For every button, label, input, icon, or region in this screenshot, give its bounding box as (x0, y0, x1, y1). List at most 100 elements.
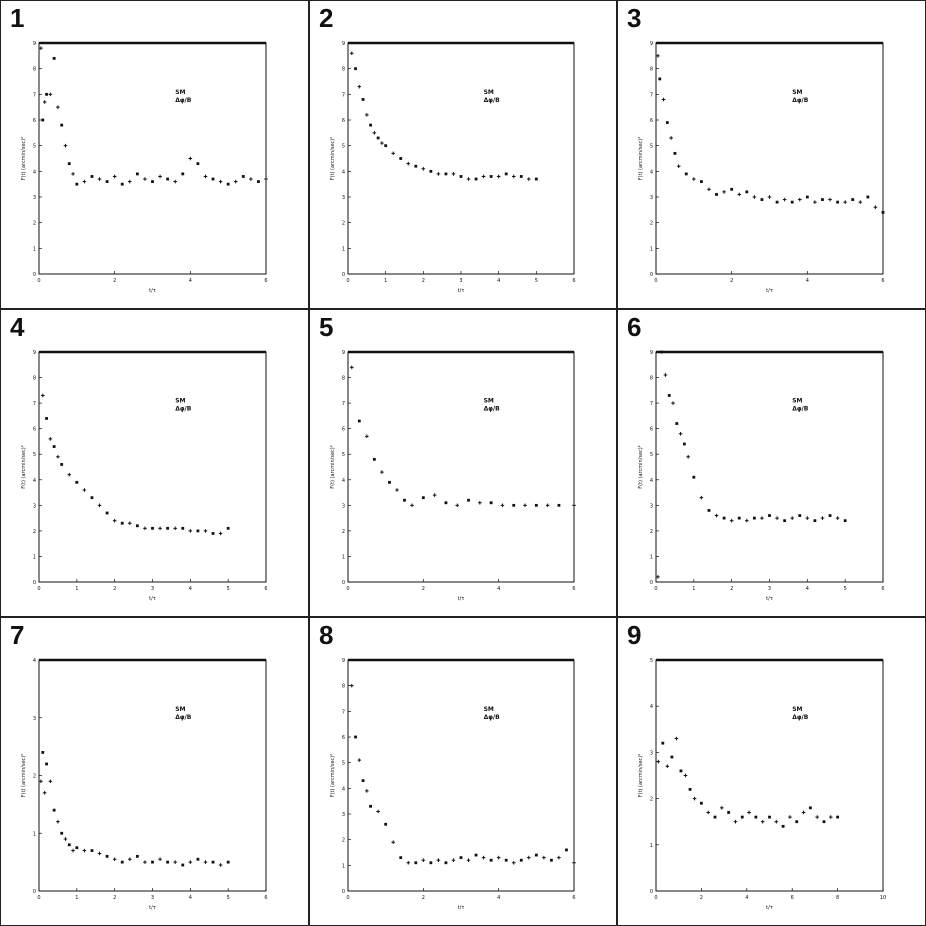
x-tick-label: 0 (346, 895, 349, 901)
data-point (158, 174, 162, 179)
data-point (143, 860, 147, 864)
data-point (527, 177, 531, 181)
x-tick-label: 3 (151, 586, 154, 592)
data-point (534, 177, 538, 181)
y-tick-label: 0 (342, 272, 345, 278)
data-point (105, 511, 109, 515)
data-point (752, 516, 756, 520)
y-tick-label: 6 (342, 735, 345, 741)
x-tick-label: 1 (75, 895, 78, 901)
x-tick-label: 0 (654, 586, 657, 592)
chart-panel-3: 3 0 1 2 3 4 5 6 7 8 9 0 2 4 6 t/τ F(t) (arcmin/sec)² SM Δφ… (617, 0, 926, 309)
x-tick-label: 4 (497, 586, 500, 592)
data-point (542, 855, 546, 860)
data-point (474, 177, 478, 181)
plot-frame (655, 42, 884, 275)
data-point (656, 575, 660, 579)
data-point (75, 480, 79, 484)
legend-entry: Δφ/B (792, 714, 809, 721)
x-tick-label: 6 (572, 278, 575, 284)
chart-svg: 0 1 2 3 4 5 6 7 8 9 0 1 2 3 4 5 6 t/τ F(t) (arcmin/sec)² SM… (638, 350, 885, 602)
data-point (158, 857, 162, 862)
y-axis-label: F(t) (arcmin/sec)² (21, 445, 27, 489)
data-point (211, 177, 215, 181)
data-point (858, 200, 863, 204)
y-tick-label: 6 (33, 118, 36, 124)
data-point (60, 831, 64, 835)
data-point (684, 172, 688, 176)
y-tick-label: 5 (650, 452, 653, 458)
y-tick-label: 0 (33, 889, 36, 895)
data-point (388, 480, 391, 484)
chart-svg: 0 1 2 3 4 5 6 7 8 9 0 2 4 6 t/τ F(t) (arcmin/sec)² SMΔφ/… (638, 41, 885, 294)
data-point (365, 434, 369, 439)
data-point (52, 57, 56, 60)
chart-panel-7: 7 0 1 2 3 4 0 1 2 3 4 5 6 t/τ F(t) (arcmin/sec)² SM Δφ/B (0, 617, 309, 926)
data-point (700, 180, 703, 183)
data-point (249, 177, 253, 181)
x-axis-label: t/τ (149, 905, 156, 911)
y-tick-label: 4 (650, 478, 653, 484)
legend-entry: SM (175, 398, 185, 405)
y-tick-label: 2 (33, 774, 36, 780)
data-point (808, 806, 812, 810)
y-tick-label: 5 (342, 452, 345, 458)
data-point (828, 815, 833, 819)
legend-entry: SM (792, 706, 802, 713)
x-axis-label: t/τ (766, 288, 773, 294)
data-point (67, 162, 71, 166)
data-point (675, 422, 679, 425)
data-point (369, 123, 372, 127)
data-point (357, 84, 362, 89)
data-point (226, 526, 230, 530)
x-tick-label: 6 (572, 586, 575, 592)
data-point (774, 819, 779, 824)
x-tick-label: 3 (151, 895, 154, 901)
data-point (444, 172, 448, 176)
legend-entry: SM (792, 89, 802, 96)
data-point (496, 855, 501, 860)
data-point (733, 819, 738, 824)
data-point (67, 472, 72, 477)
legend-entry: SM (175, 706, 185, 713)
y-axis-label: F(t) (arcmin/sec)² (638, 445, 644, 489)
plot-frame (347, 351, 575, 583)
x-tick-label: 4 (497, 278, 500, 284)
y-tick-label: 2 (650, 529, 653, 535)
data-point (380, 470, 384, 474)
chart-svg: 0 1 2 3 4 5 6 7 8 9 0 1 2 3 4 5 6 t/τ F(t) (arcmin/sec)² SM… (21, 350, 268, 602)
x-tick-label: 1 (75, 586, 78, 592)
data-point (173, 860, 177, 864)
y-tick-label: 1 (342, 554, 345, 560)
data-point (667, 394, 671, 397)
data-point (380, 141, 384, 145)
data-point (233, 179, 238, 184)
y-tick-label: 1 (33, 246, 36, 252)
data-point (795, 820, 799, 824)
plot-frame (655, 351, 884, 583)
data-point (466, 858, 471, 862)
y-tick-label: 3 (33, 503, 36, 509)
data-point (376, 809, 380, 814)
data-point (798, 514, 802, 517)
data-point (661, 741, 665, 745)
data-point (523, 503, 527, 508)
data-point (478, 500, 482, 505)
x-tick-label: 2 (422, 895, 425, 901)
x-tick-label: 4 (497, 895, 500, 901)
x-tick-label: 3 (768, 586, 771, 592)
plot-frame (347, 42, 575, 275)
data-point (376, 136, 380, 140)
data-point (151, 180, 154, 183)
y-tick-label: 3 (650, 195, 653, 201)
legend-entry: Δφ/B (175, 406, 192, 413)
data-point (752, 195, 757, 199)
data-point (414, 861, 418, 865)
panel-number: 5 (319, 312, 334, 342)
data-point (56, 105, 60, 109)
data-point (173, 179, 177, 184)
data-point (459, 175, 463, 178)
data-point (519, 858, 523, 862)
